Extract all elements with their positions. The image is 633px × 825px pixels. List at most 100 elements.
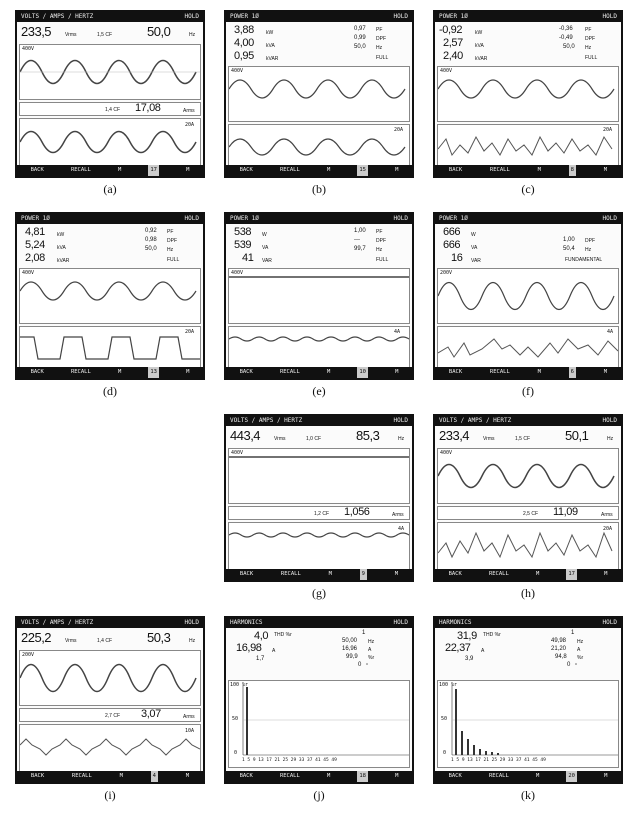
harmonic-spectrum	[437, 680, 619, 768]
mode-title: POWER 1Ø	[439, 13, 468, 20]
figure-caption: (a)	[103, 182, 117, 196]
hold-indicator: HOLD	[184, 13, 199, 20]
current-waveform	[228, 522, 410, 570]
mode-label: FULL	[376, 55, 389, 61]
m-softkey[interactable]: M	[537, 369, 541, 375]
apparent-power-unit: kVA	[266, 43, 275, 49]
apparent-power-unit: kVA	[475, 43, 484, 49]
meter-screen: POWER 1Ø HOLD 666 W 666 VA 16 VAR 1,00 DPF 50…	[433, 212, 623, 380]
recall-softkey[interactable]: RECALL	[279, 167, 300, 173]
recall-softkey[interactable]: RECALL	[280, 571, 301, 577]
back-softkey[interactable]: BACK	[239, 167, 253, 173]
current-waveform	[228, 326, 410, 368]
recall-softkey[interactable]: RECALL	[488, 773, 509, 779]
m-softkey[interactable]: M	[603, 167, 608, 173]
meter-screen: VOLTS / AMPS / HERTZ HOLD 233,4 Vrms 1,5 …	[433, 414, 623, 582]
back-softkey[interactable]: BACK	[448, 167, 463, 173]
voltage-scale: 200V	[440, 270, 453, 276]
apparent-power-unit: kVA	[57, 245, 66, 251]
memory-index: 18	[357, 771, 368, 782]
active-power: -0,92	[439, 24, 463, 36]
recall-softkey[interactable]: RECALL	[279, 773, 300, 779]
current-crest-factor: 2,5 CF	[523, 511, 539, 517]
reactive-power-unit: kVAR	[266, 56, 279, 62]
volts-value: 443,4	[230, 428, 261, 443]
voltage-scale: 400V	[231, 270, 244, 276]
dpf-value: ---	[354, 237, 360, 243]
volts-value: 233,4	[439, 428, 470, 443]
voltage-scale: 200V	[22, 652, 35, 658]
m-softkey[interactable]: M	[186, 167, 190, 173]
current-value: 17,08	[135, 102, 161, 114]
m-softkey[interactable]: M	[395, 167, 399, 173]
m-softkey[interactable]: M	[535, 571, 540, 577]
m-softkey[interactable]: M	[604, 773, 608, 779]
m-softkey[interactable]: M	[119, 773, 123, 779]
back-softkey[interactable]: BACK	[448, 369, 463, 375]
meter-screen: POWER 1Ø HOLD 4,81 kW 5,24 kVA 2,08 kVAR 0,9…	[15, 212, 205, 380]
m-softkey[interactable]: M	[395, 773, 399, 779]
screen-header: VOLTS / AMPS / HERTZ HOLD	[17, 618, 203, 628]
active-power-unit: kW	[57, 232, 65, 238]
recall-softkey[interactable]: RECALL	[71, 773, 92, 779]
back-softkey[interactable]: BACK	[448, 773, 462, 779]
screen-header: VOLTS / AMPS / HERTZ HOLD	[226, 416, 412, 426]
meter-screen: POWER 1Ø HOLD 3,88 kW 4,00 kVA 0,95 kVAR 0,9…	[224, 10, 414, 178]
m-softkey[interactable]: M	[186, 369, 190, 375]
current-scale: 20A	[603, 127, 613, 133]
m-softkey[interactable]: M	[395, 369, 399, 375]
recall-softkey[interactable]: RECALL	[70, 369, 91, 375]
recall-softkey[interactable]: RECALL	[488, 571, 509, 577]
current-unit: Arms	[601, 512, 613, 518]
recall-softkey[interactable]: RECALL	[279, 369, 300, 375]
current-unit: A	[272, 648, 276, 654]
dpf-unit: DPF	[585, 36, 595, 42]
current-crest-factor: 2,7 CF	[105, 713, 121, 719]
active-power: 666	[443, 226, 461, 238]
m-softkey[interactable]: M	[185, 773, 190, 779]
active-power-unit: W	[471, 232, 476, 238]
screen-header: VOLTS / AMPS / HERTZ HOLD	[435, 416, 621, 426]
back-softkey[interactable]: BACK	[30, 773, 45, 779]
m-softkey[interactable]: M	[326, 167, 331, 173]
recall-softkey[interactable]: RECALL	[489, 167, 510, 173]
m-softkey[interactable]: M	[328, 571, 332, 577]
back-softkey[interactable]: BACK	[30, 167, 44, 173]
current-value: 22,37	[445, 642, 471, 654]
recall-softkey[interactable]: RECALL	[70, 167, 91, 173]
memory-index: 9	[359, 569, 367, 580]
mode-title: VOLTS / AMPS / HERTZ	[21, 619, 94, 626]
back-softkey[interactable]: BACK	[239, 571, 254, 577]
back-softkey[interactable]: BACK	[239, 369, 253, 375]
voltage-scale: 400V	[231, 68, 244, 74]
frequency-unit: Hz	[585, 45, 592, 51]
m-softkey[interactable]: M	[537, 167, 541, 173]
m-softkey[interactable]: M	[117, 369, 122, 375]
m-softkey[interactable]: M	[117, 167, 122, 173]
m-softkey[interactable]: M	[603, 369, 608, 375]
m-softkey[interactable]: M	[326, 369, 331, 375]
mode-label: FULL	[167, 257, 180, 263]
voltage-waveform	[228, 268, 410, 324]
current-scale: 4A	[394, 329, 401, 335]
back-softkey[interactable]: BACK	[30, 369, 44, 375]
m-softkey[interactable]: M	[604, 571, 608, 577]
m-softkey[interactable]: M	[535, 773, 540, 779]
x-tick-labels: 1 5 9 13 17 21 25 29 33 37 41 45 49	[451, 758, 546, 763]
pf-unit: PF	[376, 229, 383, 235]
dpf-unit: DPF	[585, 238, 595, 244]
hold-indicator: HOLD	[184, 215, 199, 222]
back-softkey[interactable]: BACK	[448, 571, 462, 577]
apparent-power-unit: VA	[471, 245, 478, 251]
dpf-unit: DPF	[376, 238, 386, 244]
crest-factor: 1,4 CF	[97, 638, 113, 644]
recall-softkey[interactable]: RECALL	[489, 369, 510, 375]
back-softkey[interactable]: BACK	[239, 773, 253, 779]
voltage-trace	[437, 79, 615, 99]
voltage-trace	[228, 79, 406, 99]
voltage-scale: 400V	[22, 46, 35, 52]
m-softkey[interactable]: M	[326, 773, 331, 779]
figure-caption: (b)	[312, 182, 326, 196]
m-softkey[interactable]: M	[394, 571, 399, 577]
mode-title: POWER 1Ø	[230, 215, 259, 222]
